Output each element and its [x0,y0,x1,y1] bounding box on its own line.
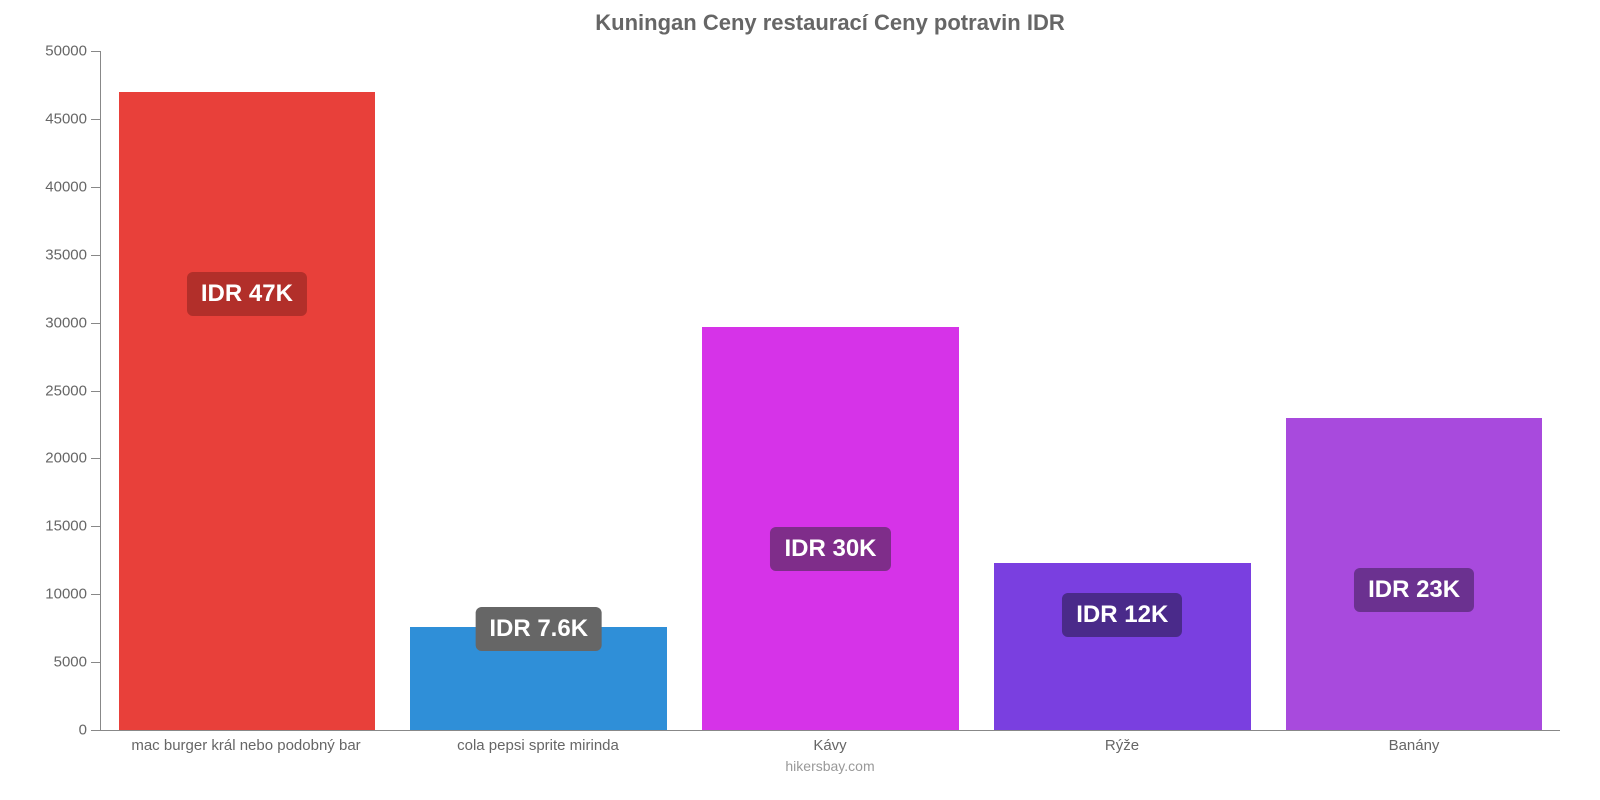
y-tick-label: 0 [79,722,101,739]
y-tick-label: 35000 [45,246,101,263]
y-tick-label: 45000 [45,110,101,127]
bar-value-label: IDR 7.6K [475,607,602,651]
bar-slot: IDR 30K [685,51,977,730]
bar-value-label: IDR 23K [1354,568,1474,612]
y-tick-label: 30000 [45,314,101,331]
y-tick-label: 40000 [45,178,101,195]
x-axis-label: cola pepsi sprite mirinda [392,737,684,754]
y-tick-label: 5000 [54,654,101,671]
bar: IDR 47K [119,92,376,730]
plot-area: IDR 47KIDR 7.6KIDR 30KIDR 12KIDR 23K 050… [100,51,1560,731]
x-axis-label: Banány [1268,737,1560,754]
y-tick-label: 15000 [45,518,101,535]
chart-footer: hikersbay.com [100,758,1560,774]
bar-value-label: IDR 30K [770,527,890,571]
chart-title: Kuningan Ceny restaurací Ceny potravin I… [100,10,1560,36]
bar: IDR 23K [1286,418,1543,730]
x-axis-label: Rýže [976,737,1268,754]
bar-value-label: IDR 12K [1062,593,1182,637]
price-bar-chart: Kuningan Ceny restaurací Ceny potravin I… [0,0,1600,800]
bar: IDR 30K [702,327,959,730]
x-axis-label: mac burger král nebo podobný bar [100,737,392,754]
bar: IDR 12K [994,563,1251,730]
bars-group: IDR 47K IDR 7.6K IDR 30K IDR 12K IDR 23K [101,51,1560,730]
y-tick-label: 25000 [45,382,101,399]
bar: IDR 7.6K [410,627,667,730]
y-tick-label: 20000 [45,450,101,467]
y-tick-label: 50000 [45,43,101,60]
bar-slot: IDR 7.6K [393,51,685,730]
bar-slot: IDR 12K [976,51,1268,730]
bar-slot: IDR 23K [1268,51,1560,730]
x-axis-label: Kávy [684,737,976,754]
x-axis-labels: mac burger král nebo podobný barcola pep… [100,737,1560,754]
bar-value-label: IDR 47K [187,272,307,316]
bar-slot: IDR 47K [101,51,393,730]
y-tick-label: 10000 [45,586,101,603]
